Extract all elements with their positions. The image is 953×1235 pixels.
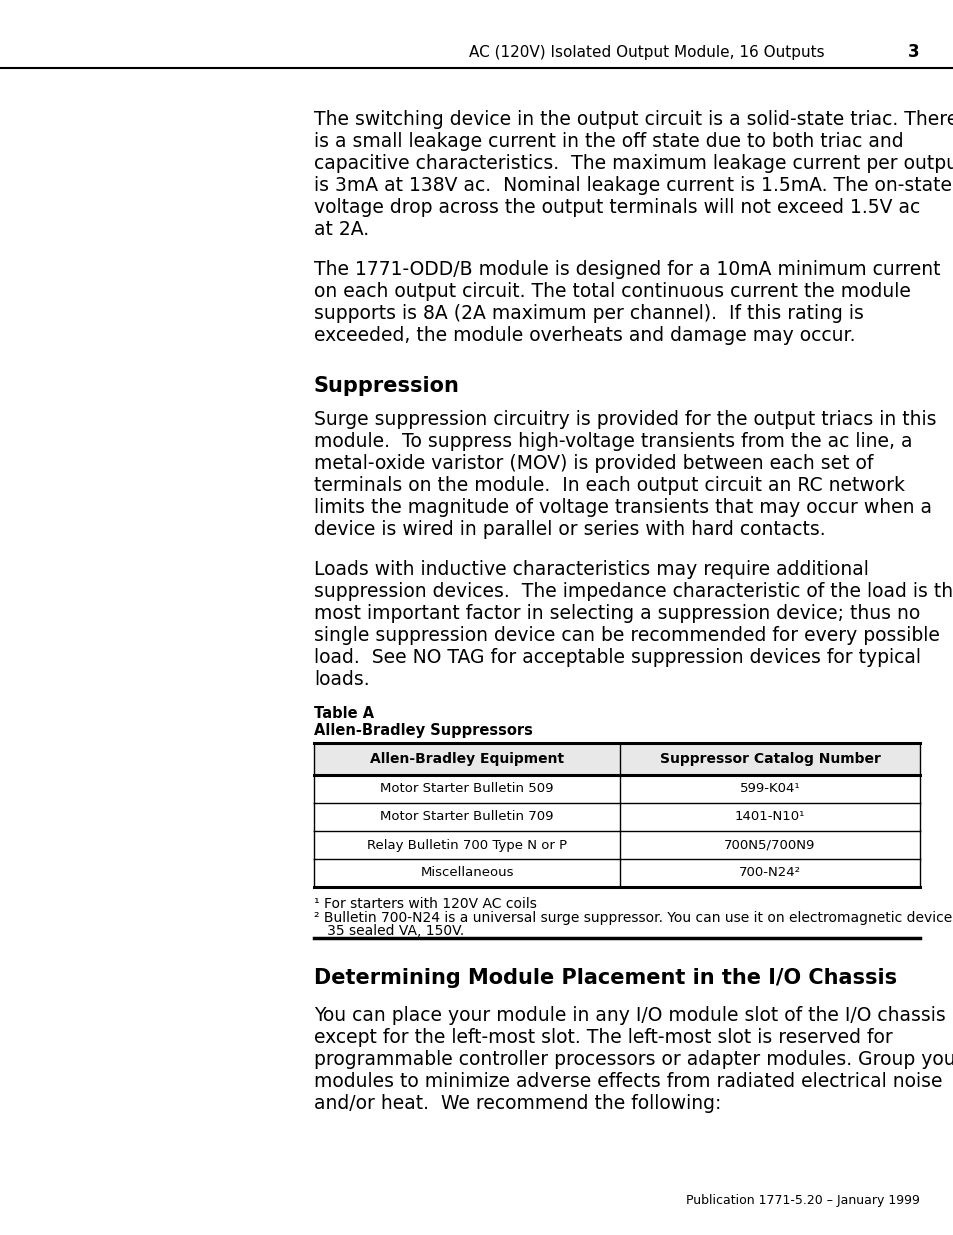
Text: The 1771-ODD/B module is designed for a 10mA minimum current: The 1771-ODD/B module is designed for a … [314,261,940,279]
Text: Allen-Bradley Suppressors: Allen-Bradley Suppressors [314,722,533,739]
Text: 599-K04¹: 599-K04¹ [739,783,800,795]
Text: is 3mA at 138V ac.  Nominal leakage current is 1.5mA. The on-state: is 3mA at 138V ac. Nominal leakage curre… [314,177,951,195]
Text: terminals on the module.  In each output circuit an RC network: terminals on the module. In each output … [314,475,904,495]
Text: exceeded, the module overheats and damage may occur.: exceeded, the module overheats and damag… [314,326,855,345]
Text: and/or heat.  We recommend the following:: and/or heat. We recommend the following: [314,1094,720,1113]
Text: Determining Module Placement in the I/O Chassis: Determining Module Placement in the I/O … [314,968,896,988]
Text: modules to minimize adverse effects from radiated electrical noise: modules to minimize adverse effects from… [314,1072,942,1091]
Text: Motor Starter Bulletin 509: Motor Starter Bulletin 509 [380,783,553,795]
Text: Suppression: Suppression [314,375,459,396]
Text: limits the magnitude of voltage transients that may occur when a: limits the magnitude of voltage transien… [314,498,931,517]
Text: programmable controller processors or adapter modules. Group your: programmable controller processors or ad… [314,1050,953,1070]
Text: AC (120V) Isolated Output Module, 16 Outputs: AC (120V) Isolated Output Module, 16 Out… [469,44,824,59]
Text: supports is 8A (2A maximum per channel).  If this rating is: supports is 8A (2A maximum per channel).… [314,304,863,324]
Text: ² Bulletin 700-N24 is a universal surge suppressor. You can use it on electromag: ² Bulletin 700-N24 is a universal surge … [314,911,953,925]
Text: ¹ For starters with 120V AC coils: ¹ For starters with 120V AC coils [314,897,537,911]
Text: on each output circuit. The total continuous current the module: on each output circuit. The total contin… [314,282,910,301]
Text: except for the left-most slot. The left-most slot is reserved for: except for the left-most slot. The left-… [314,1028,892,1047]
Text: Miscellaneous: Miscellaneous [420,867,514,879]
Text: load.  See NO TAG for acceptable suppression devices for typical: load. See NO TAG for acceptable suppress… [314,648,920,667]
Text: is a small leakage current in the off state due to both triac and: is a small leakage current in the off st… [314,132,902,151]
Text: suppression devices.  The impedance characteristic of the load is the: suppression devices. The impedance chara… [314,582,953,601]
Text: Table A: Table A [314,706,374,721]
Text: loads.: loads. [314,671,369,689]
Text: metal-oxide varistor (MOV) is provided between each set of: metal-oxide varistor (MOV) is provided b… [314,454,872,473]
Text: capacitive characteristics.  The maximum leakage current per output: capacitive characteristics. The maximum … [314,154,953,173]
Text: single suppression device can be recommended for every possible: single suppression device can be recomme… [314,626,939,645]
Text: 35 sealed VA, 150V.: 35 sealed VA, 150V. [314,924,464,939]
Text: Relay Bulletin 700 Type N or P: Relay Bulletin 700 Type N or P [367,839,566,851]
Text: at 2A.: at 2A. [314,220,369,240]
Text: module.  To suppress high-voltage transients from the ac line, a: module. To suppress high-voltage transie… [314,432,911,451]
Text: voltage drop across the output terminals will not exceed 1.5V ac: voltage drop across the output terminals… [314,198,920,217]
Text: Surge suppression circuitry is provided for the output triacs in this: Surge suppression circuitry is provided … [314,410,936,429]
Text: Publication 1771-5.20 – January 1999: Publication 1771-5.20 – January 1999 [685,1194,919,1207]
Text: You can place your module in any I/O module slot of the I/O chassis: You can place your module in any I/O mod… [314,1007,944,1025]
Text: Loads with inductive characteristics may require additional: Loads with inductive characteristics may… [314,559,868,579]
Text: most important factor in selecting a suppression device; thus no: most important factor in selecting a sup… [314,604,920,622]
Bar [314,743,919,776]
Text: The switching device in the output circuit is a solid-state triac. There: The switching device in the output circu… [314,110,953,128]
Text: device is wired in parallel or series with hard contacts.: device is wired in parallel or series wi… [314,520,824,538]
Text: 3: 3 [907,43,919,61]
Text: 1401-N10¹: 1401-N10¹ [734,810,804,824]
Text: Suppressor Catalog Number: Suppressor Catalog Number [659,752,880,766]
Text: Motor Starter Bulletin 709: Motor Starter Bulletin 709 [380,810,553,824]
Text: 700N5/700N9: 700N5/700N9 [723,839,815,851]
Text: 700-N24²: 700-N24² [739,867,801,879]
Text: Allen-Bradley Equipment: Allen-Bradley Equipment [370,752,563,766]
